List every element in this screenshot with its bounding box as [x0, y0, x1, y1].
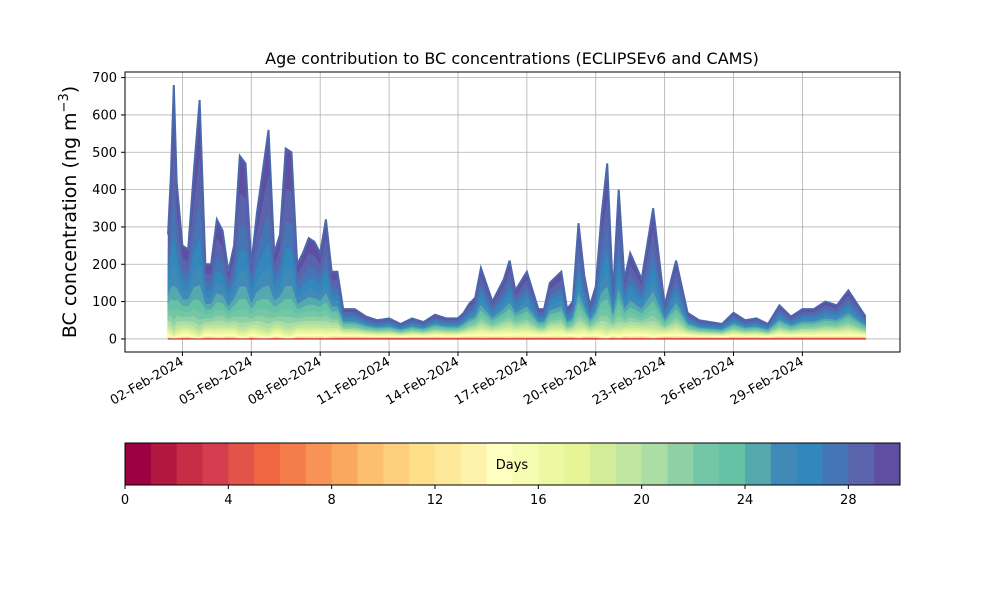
y-tick-label: 700 [92, 71, 117, 86]
colorbar-segment [823, 443, 849, 485]
colorbar-segment [693, 443, 719, 485]
colorbar-segment [383, 443, 409, 485]
colorbar-label: Days [496, 458, 529, 473]
colorbar-segment [228, 443, 254, 485]
colorbar-segment [745, 443, 771, 485]
colorbar-segment [797, 443, 823, 485]
x-tick-label: 08-Feb-2024 [246, 354, 325, 408]
colorbar-tick-label: 12 [427, 493, 444, 508]
colorbar-segment [332, 443, 358, 485]
x-tick-label: 02-Feb-2024 [108, 354, 187, 408]
colorbar-segment [254, 443, 280, 485]
x-tick-label: 20-Feb-2024 [521, 354, 600, 408]
plot-area: 0 100 200 300 400 500 600 700 02-Feb-202405-Feb-… [92, 71, 900, 408]
colorbar-segment [409, 443, 435, 485]
colorbar: 0 4 8 12 16 20 24 28 [121, 443, 901, 508]
colorbar-segment [616, 443, 642, 485]
colorbar-segment [125, 443, 151, 485]
x-tick-label: 05-Feb-2024 [177, 354, 256, 408]
colorbar-segment [435, 443, 461, 485]
x-tick-label: 23-Feb-2024 [590, 354, 669, 408]
y-tick-label: 400 [92, 183, 117, 198]
y-tick-label: 200 [92, 258, 117, 273]
y-axis-label-main: BC concentration (ng m [59, 112, 81, 338]
colorbar-tick-label: 28 [840, 493, 857, 508]
colorbar-segment [203, 443, 229, 485]
y-axis-label-superscript: −3 [57, 93, 72, 112]
chart-title: Age contribution to BC concentrations (E… [265, 49, 759, 68]
x-tick-label: 14-Feb-2024 [383, 354, 462, 408]
x-tick-label: 29-Feb-2024 [728, 354, 807, 408]
colorbar-segment [590, 443, 616, 485]
y-axis-label: BC concentration (ng m−3) [57, 86, 81, 338]
colorbar-segment [771, 443, 797, 485]
colorbar-tick-label: 4 [224, 493, 232, 508]
colorbar-tick-label: 16 [530, 493, 547, 508]
colorbar-segment [642, 443, 668, 485]
colorbar-tick-label: 8 [328, 493, 336, 508]
colorbar-segment [564, 443, 590, 485]
colorbar-tick-label: 0 [121, 493, 129, 508]
colorbar-segment [358, 443, 384, 485]
y-tick-label: 300 [92, 220, 117, 235]
colorbar-segment [306, 443, 332, 485]
x-tick-label: 11-Feb-2024 [315, 354, 394, 408]
colorbar-segment [719, 443, 745, 485]
colorbar-segment [461, 443, 487, 485]
colorbar-tick-label: 24 [737, 493, 754, 508]
x-tick-label: 17-Feb-2024 [452, 354, 531, 408]
y-tick-label: 0 [109, 332, 117, 347]
colorbar-segment [151, 443, 177, 485]
colorbar-segment [874, 443, 900, 485]
colorbar-tick-label: 20 [633, 493, 650, 508]
y-tick-label: 100 [92, 295, 117, 310]
colorbar-segment [177, 443, 203, 485]
y-tick-label: 600 [92, 108, 117, 123]
y-tick-label: 500 [92, 146, 117, 161]
colorbar-segment [538, 443, 564, 485]
colorbar-segment [280, 443, 306, 485]
y-axis-label-end: ) [59, 86, 81, 93]
x-tick-label: 26-Feb-2024 [659, 354, 738, 408]
colorbar-segment [848, 443, 874, 485]
colorbar-segment [668, 443, 694, 485]
